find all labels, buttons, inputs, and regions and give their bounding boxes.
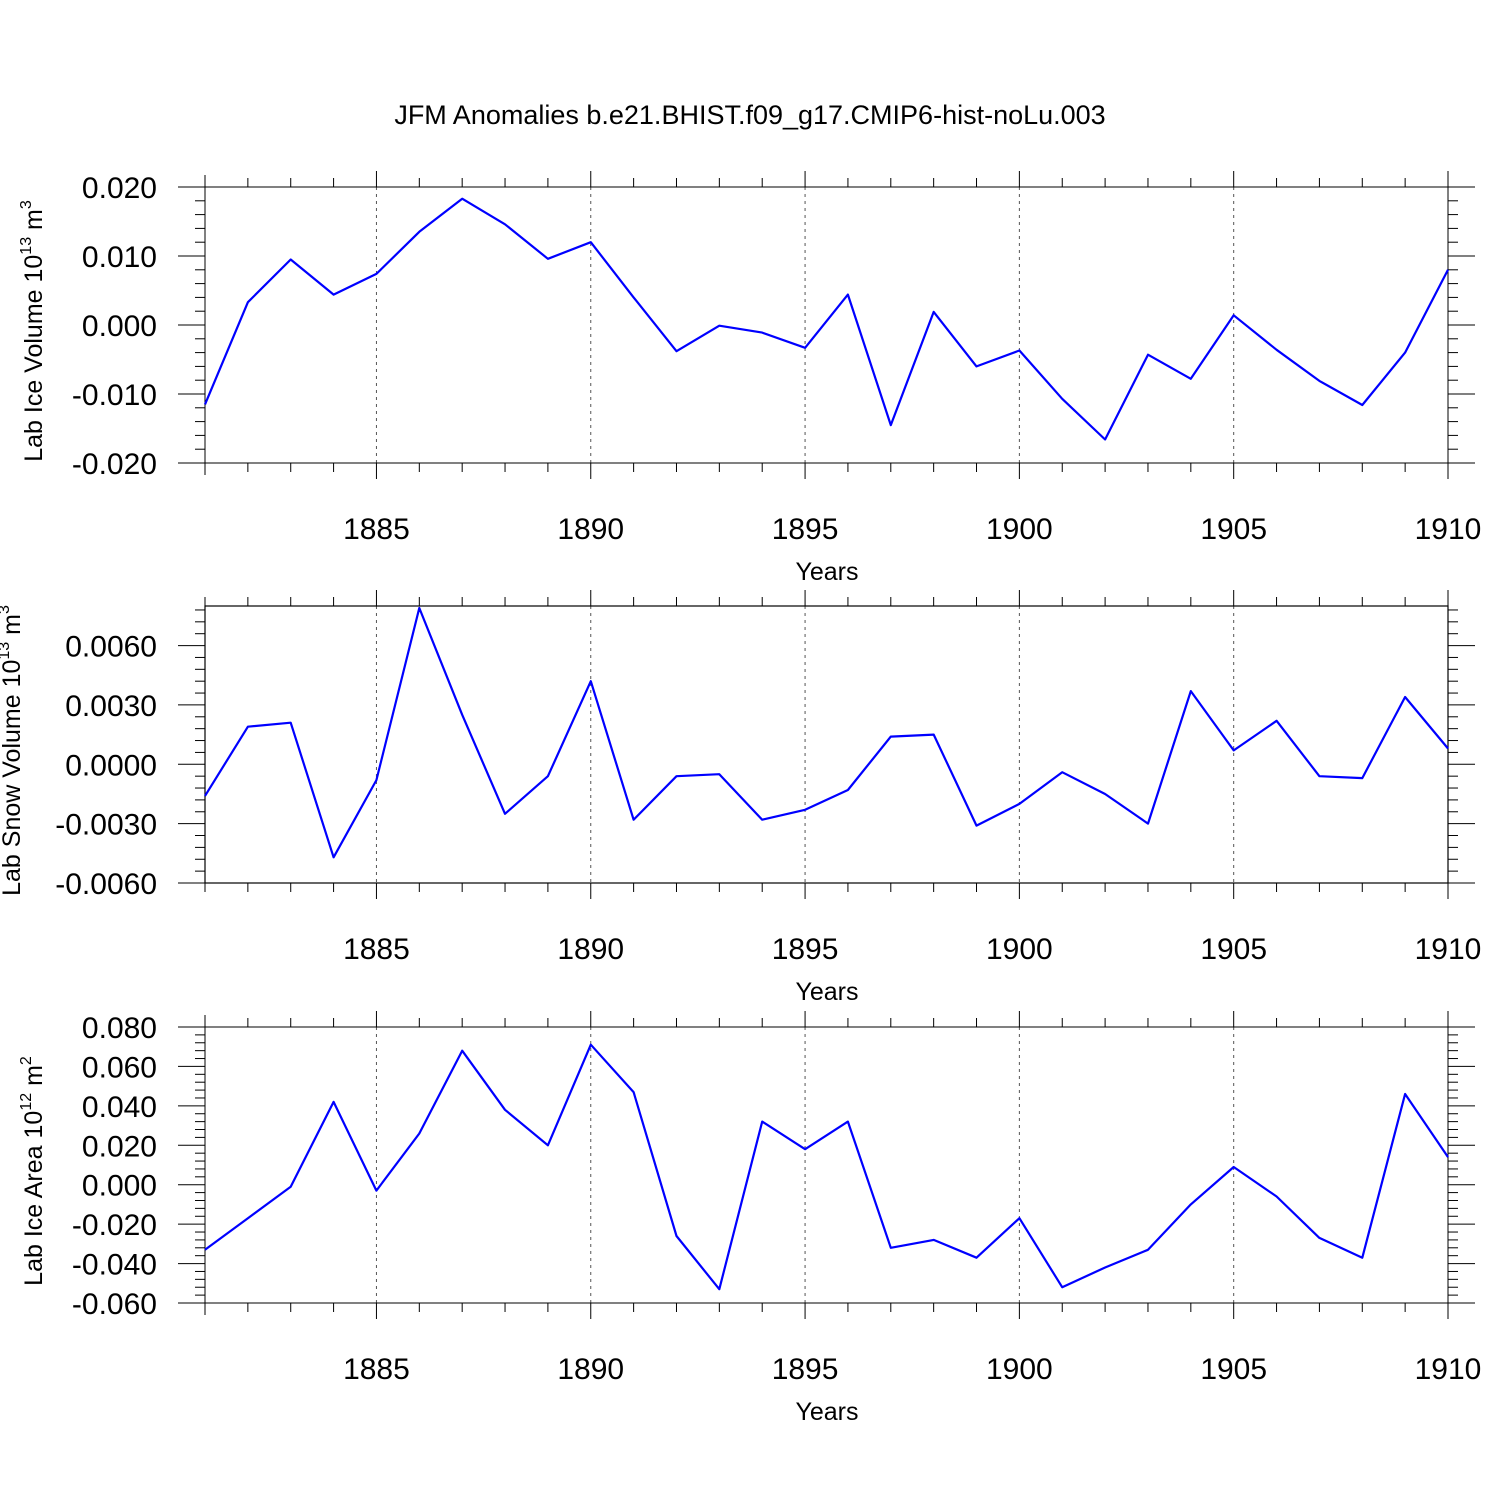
x-tick-label: 1905 (1200, 933, 1267, 966)
y-tick-label: -0.060 (72, 1288, 157, 1321)
x-tick-label: 1885 (343, 1353, 410, 1386)
x-tick-label: 1905 (1200, 513, 1267, 546)
x-tick-label: 1890 (557, 1353, 624, 1386)
y-tick-label: -0.040 (72, 1249, 157, 1282)
plot-frame (204, 605, 1449, 884)
y-axis-label-unit-exp: 2 (18, 1056, 35, 1065)
x-tick-label: 1890 (557, 933, 624, 966)
x-tick-label: 1910 (1415, 933, 1482, 966)
series-line (204, 606, 1449, 859)
y-tick-label: -0.020 (72, 448, 157, 481)
panel-2: -0.0060 -0.0030 0.0000 0.0030 0.0060 1885 1890… (0, 590, 1481, 1006)
y-tick-label: 0.020 (82, 172, 157, 205)
x-axis-label: Years (795, 558, 858, 586)
y-axis-label: Lab Snow Volume 1013 m3 (0, 605, 26, 896)
y-tick-label: 0.0060 (65, 631, 157, 664)
y-tick-label: 0.040 (82, 1091, 157, 1124)
y-axis-label-exp: 13 (0, 642, 13, 660)
x-axis-label: Years (795, 1398, 858, 1426)
y-tick-label: 0.0030 (65, 690, 157, 723)
y-axis-label-unit: m (0, 614, 26, 642)
series-line (203, 197, 1449, 441)
y-tick-label: -0.020 (72, 1209, 157, 1242)
figure-title: JFM Anomalies b.e21.BHIST.f09_g17.CMIP6-… (394, 100, 1105, 130)
x-tick-label: 1895 (772, 1353, 839, 1386)
panel-3: -0.060 -0.040 -0.020 0.000 0.020 0.040 0.060 0.… (18, 1011, 1481, 1426)
x-tick-label: 1910 (1415, 1353, 1482, 1386)
y-tick-label: 0.000 (82, 310, 157, 343)
series-line (204, 1043, 1449, 1291)
x-tick-label: 1885 (343, 513, 410, 546)
x-tick-label: 1900 (986, 1353, 1053, 1386)
x-tick-label: 1895 (772, 513, 839, 546)
y-axis-label-unit-exp: 3 (18, 200, 35, 209)
y-axis-label-unit: m (20, 209, 48, 237)
panel-1: -0.020 -0.010 0.000 0.010 0.020 1885 1890 1895 1… (18, 171, 1481, 586)
x-axis-label: Years (795, 978, 858, 1006)
x-tick-label: 1900 (986, 513, 1053, 546)
y-tick-label: 0.0000 (65, 749, 157, 782)
panels: -0.020 -0.010 0.000 0.010 0.020 1885 1890 1895 1… (0, 171, 1481, 1426)
y-tick-label: 0.000 (82, 1170, 157, 1203)
y-axis-label-text: Lab Snow Volume 10 (0, 660, 26, 896)
y-axis-label-text: Lab Ice Volume 10 (20, 255, 48, 462)
y-tick-label: 0.080 (82, 1012, 157, 1045)
y-axis-label-exp: 12 (18, 1093, 35, 1111)
x-tick-label: 1890 (557, 513, 624, 546)
y-axis-label-exp: 13 (18, 237, 35, 255)
y-axis-label-unit-exp: 3 (0, 605, 13, 614)
y-axis-label: Lab Ice Volume 1013 m3 (18, 200, 48, 462)
y-tick-label: -0.010 (72, 379, 157, 412)
y-axis-label-unit: m (20, 1065, 48, 1093)
y-tick-label: -0.0030 (55, 809, 157, 842)
x-tick-label: 1905 (1200, 1353, 1267, 1386)
y-tick-label: -0.0060 (55, 868, 157, 901)
y-tick-label: 0.060 (82, 1051, 157, 1084)
x-tick-label: 1895 (772, 933, 839, 966)
y-tick-label: 0.010 (82, 241, 157, 274)
y-tick-label: 0.020 (82, 1130, 157, 1163)
y-axis-label-text: Lab Ice Area 10 (20, 1111, 48, 1286)
x-tick-label: 1900 (986, 933, 1053, 966)
y-axis-label: Lab Ice Area 1012 m2 (18, 1056, 48, 1286)
x-tick-label: 1910 (1415, 513, 1482, 546)
x-tick-label: 1885 (343, 933, 410, 966)
